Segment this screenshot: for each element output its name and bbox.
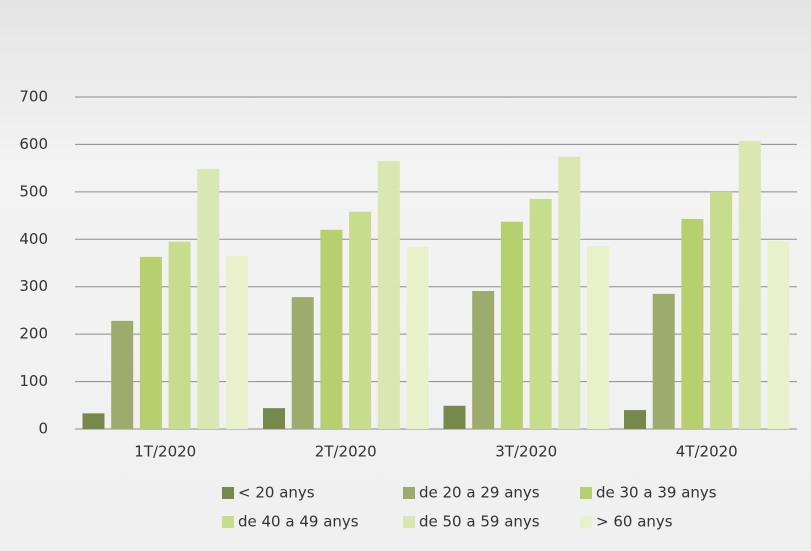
bar xyxy=(377,161,400,429)
bar xyxy=(624,410,646,429)
legend-swatch xyxy=(580,487,592,499)
bar xyxy=(82,413,105,429)
bar xyxy=(349,211,372,429)
y-tick-label: 500 xyxy=(19,182,48,200)
bar xyxy=(587,245,609,429)
legend-label: de 20 a 29 anys xyxy=(419,484,540,502)
bar xyxy=(406,246,429,429)
x-tick-label: 4T/2020 xyxy=(676,443,738,461)
legend-label: de 40 a 49 anys xyxy=(238,513,359,531)
bar xyxy=(197,169,220,429)
x-tick-label: 2T/2020 xyxy=(315,443,377,461)
legend-swatch xyxy=(403,487,415,499)
bar xyxy=(291,297,314,429)
bar xyxy=(168,241,191,429)
bar xyxy=(263,408,285,429)
bar xyxy=(767,241,790,429)
y-tick-label: 100 xyxy=(19,372,48,390)
bar xyxy=(111,320,134,429)
bar xyxy=(500,221,523,429)
x-tick-label: 1T/2020 xyxy=(134,443,196,461)
legend-label: de 30 a 39 anys xyxy=(596,484,717,502)
legend-swatch xyxy=(222,487,234,499)
legend-swatch xyxy=(580,516,592,528)
y-tick-label: 600 xyxy=(19,135,48,153)
bar xyxy=(738,141,761,429)
y-tick-label: 200 xyxy=(19,325,48,343)
y-tick-label: 400 xyxy=(19,230,48,248)
legend-label: de 50 a 59 anys xyxy=(419,513,540,531)
bar xyxy=(529,198,552,429)
legend-swatch xyxy=(403,516,415,528)
legend-label: > 60 anys xyxy=(596,513,673,531)
bar xyxy=(226,255,248,429)
legend-label: < 20 anys xyxy=(238,484,315,502)
y-tick-label: 300 xyxy=(19,277,48,295)
bar xyxy=(710,191,733,429)
bar xyxy=(472,290,495,429)
bar xyxy=(681,218,704,429)
x-tick-label: 3T/2020 xyxy=(495,443,557,461)
bar xyxy=(139,256,162,429)
bar xyxy=(443,405,466,429)
bar xyxy=(652,293,675,429)
bar xyxy=(558,156,581,429)
y-tick-label: 700 xyxy=(19,88,48,106)
y-tick-label: 0 xyxy=(38,420,48,438)
legend-swatch xyxy=(222,516,234,528)
bar xyxy=(320,229,343,429)
